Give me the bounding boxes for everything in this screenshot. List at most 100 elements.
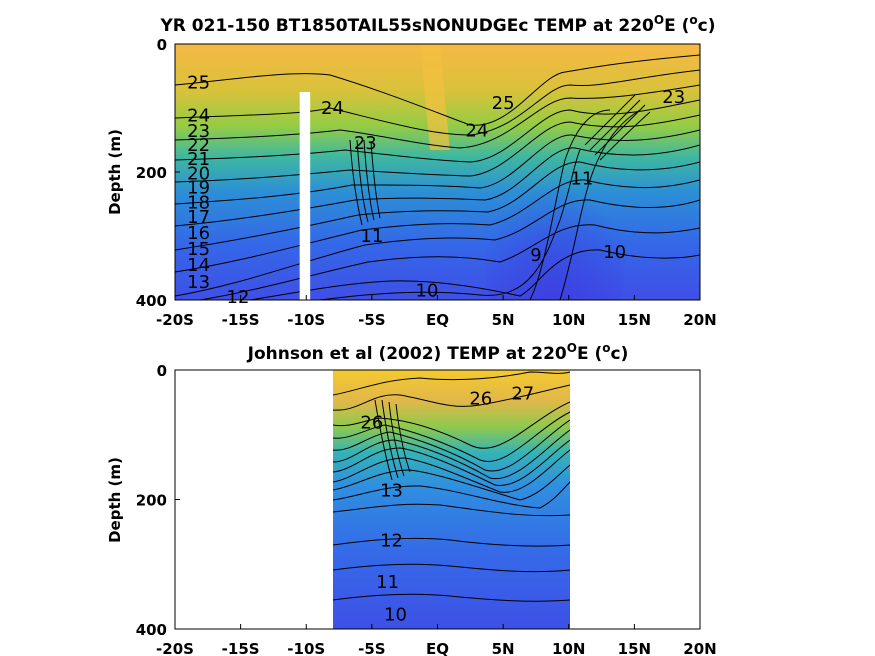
panel-1-title: YR 021-150 BT1850TAIL55sNONUDGEc TEMP at… <box>159 13 715 36</box>
contour2-11 <box>333 563 570 573</box>
x-tick-label: -10S <box>287 640 325 656</box>
front-g <box>594 104 646 156</box>
contour-18 <box>175 161 700 251</box>
contour2-24 <box>333 411 570 463</box>
panel-2-x-axis: -20S -15S -10S -5S EQ 5N 10N 15N 20N <box>156 624 717 656</box>
contour-label: 10 <box>416 280 439 301</box>
y-tick-label: 200 <box>136 164 167 182</box>
contour-label: 11 <box>360 226 383 247</box>
x-tick-label: -15S <box>222 311 260 329</box>
contour-label: 12 <box>380 531 403 552</box>
x-tick-label: 5N <box>492 640 515 656</box>
front-e <box>584 94 636 146</box>
x-tick-label: -5S <box>358 640 385 656</box>
contour-16 <box>175 199 700 297</box>
contour-label: 25 <box>187 72 210 93</box>
contour2-22 <box>333 429 570 480</box>
contour2-27 <box>333 371 570 396</box>
contour-label: 11 <box>570 168 593 189</box>
x-tick-label: EQ <box>426 640 449 656</box>
front-a <box>349 139 363 226</box>
panel-2-contours <box>333 371 570 602</box>
contour2-12 <box>333 537 570 547</box>
contour-label: 27 <box>511 383 534 404</box>
contour-label: 20 <box>187 163 210 184</box>
contour-label: 14 <box>187 255 210 276</box>
contour-label: 15 <box>187 239 210 260</box>
x-tick-label: -15S <box>222 640 260 656</box>
panel-2-contour-labels: 27 26 26 13 12 11 10 <box>360 383 534 625</box>
front2-b <box>381 399 399 479</box>
contour-21 <box>175 114 700 183</box>
contour-label: 22 <box>187 135 210 156</box>
contour2-16 <box>333 503 570 517</box>
panel-2: Johnson et al (2002) TEMP at 220OE (oc) <box>106 341 717 656</box>
contour-22 <box>175 99 700 163</box>
panel-1-y-label: Depth (m) <box>106 129 124 215</box>
x-tick-label: 10N <box>552 311 585 329</box>
contour-label: 19 <box>187 177 210 198</box>
contour-13 <box>319 149 581 300</box>
contour-label: 26 <box>360 412 383 433</box>
contour-25 <box>175 54 700 126</box>
panel-2-colorfield <box>333 370 570 629</box>
front-d <box>370 141 381 219</box>
contour-label: 24 <box>187 106 210 127</box>
y-tick-label: 0 <box>157 362 167 380</box>
y-tick-label: 400 <box>136 621 167 639</box>
panel-1-field <box>175 44 700 300</box>
x-tick-label: EQ <box>426 311 449 329</box>
contour2-19 <box>333 464 570 501</box>
contour-12 <box>529 109 611 300</box>
x-tick-label: 20N <box>683 640 716 656</box>
contour-label: 26 <box>469 388 492 409</box>
x-tick-label: -20S <box>156 311 194 329</box>
x-tick-label: 20N <box>683 311 716 329</box>
contour2-20 <box>333 449 570 493</box>
y-tick-label: 200 <box>136 492 167 510</box>
x-tick-label: 15N <box>618 640 651 656</box>
contour-14 <box>249 249 700 300</box>
contour-label: 13 <box>187 272 210 293</box>
x-tick-label: -20S <box>156 640 194 656</box>
x-tick-label: 10N <box>552 640 585 656</box>
contour-label: 21 <box>187 149 210 170</box>
contour-19 <box>175 144 700 227</box>
contour-label: 23 <box>187 121 210 142</box>
contour-label: 13 <box>380 480 403 501</box>
contour2-21 <box>333 439 570 486</box>
contour-label: 24 <box>465 120 488 141</box>
contour-17 <box>175 179 700 273</box>
panel-1: YR 021-150 BT1850TAIL55sNONUDGEc TEMP at… <box>106 13 717 329</box>
contour-label: 23 <box>354 133 377 154</box>
contour-label: 12 <box>227 287 250 308</box>
contour2-23 <box>333 419 570 472</box>
front-c <box>363 139 375 221</box>
contour-24 <box>175 69 700 136</box>
contour2-25 <box>333 401 570 449</box>
panel-1-missing-band <box>299 92 311 300</box>
contour-label: 9 <box>530 245 541 266</box>
contour2-18 <box>333 481 570 509</box>
contour-label: 10 <box>384 604 407 625</box>
panel-1-warm-tongue <box>420 44 450 150</box>
panel-2-field <box>333 370 570 629</box>
contour-label: 24 <box>321 98 344 119</box>
panel-1-contours <box>175 54 700 300</box>
panel-1-contour-labels: 2524232221201918171615141312242311102524… <box>187 72 685 307</box>
contour-label: 18 <box>187 193 210 214</box>
front-f <box>589 99 641 151</box>
front2-c <box>388 401 405 477</box>
y-tick-label: 0 <box>157 36 167 54</box>
contour-label: 17 <box>187 207 210 228</box>
x-tick-label: -10S <box>287 311 325 329</box>
contour-23 <box>175 84 700 149</box>
y-tick-label: 400 <box>136 292 167 310</box>
panel-2-y-axis: 0 200 400 <box>136 362 180 639</box>
contour-label: 10 <box>603 242 626 263</box>
x-tick-label: 5N <box>492 311 515 329</box>
contour-label: 11 <box>376 572 399 593</box>
x-tick-label: 15N <box>618 311 651 329</box>
contour2-26 <box>333 384 570 411</box>
